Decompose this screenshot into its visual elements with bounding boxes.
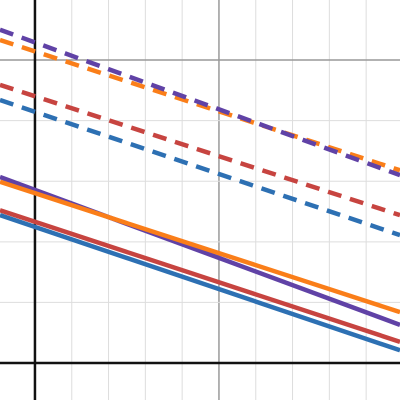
solid-line xyxy=(0,179,400,315)
dashed-line xyxy=(0,82,400,218)
solid-line xyxy=(0,213,400,353)
dashed-line xyxy=(0,27,400,178)
solid-line xyxy=(0,208,400,344)
dashed-line xyxy=(0,97,400,238)
